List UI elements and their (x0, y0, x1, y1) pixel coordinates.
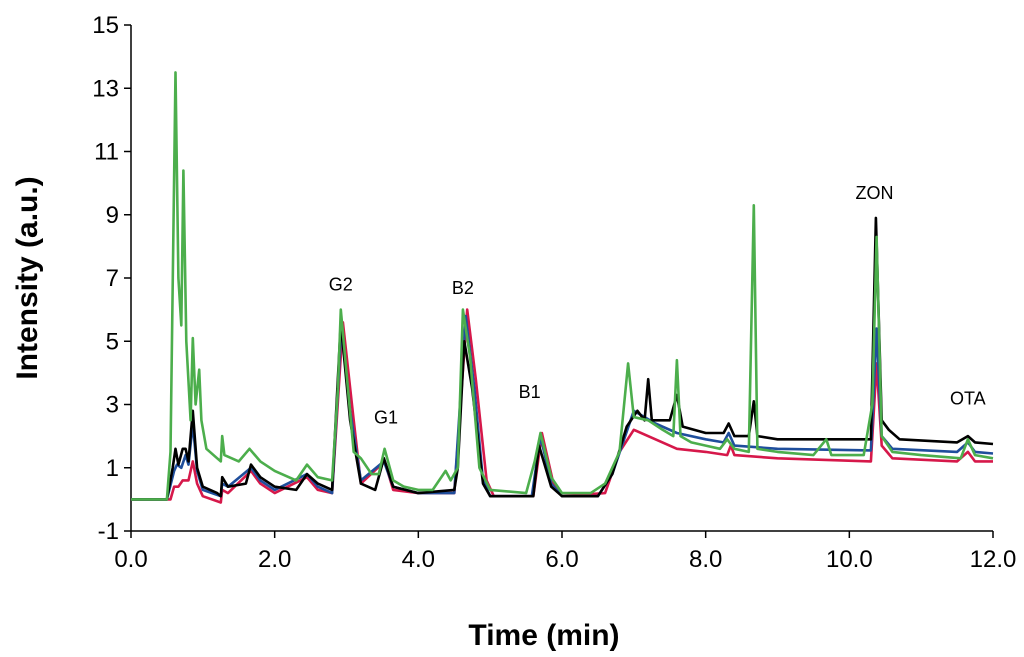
x-axis: 0.0 2.0 4.0 6.0 8.0 10.0 12.0 (114, 530, 1017, 573)
x-axis-title: Time (min) (468, 619, 619, 652)
peak-label: B2 (452, 278, 474, 298)
series-lines (131, 71, 994, 504)
y-tick-label: 13 (92, 75, 119, 102)
peak-label: G2 (329, 275, 353, 295)
peak-label: G1 (374, 407, 398, 427)
peak-label: B1 (519, 382, 541, 402)
series-line (131, 216, 994, 501)
y-tick-label: 1 (106, 455, 119, 482)
x-tick-label: 0.0 (114, 546, 147, 573)
peak-label: ZON (855, 183, 893, 203)
series-line (131, 314, 994, 501)
y-tick-label: -1 (98, 518, 119, 545)
peak-annotations: G2 G1 B2 B1 ZON OTA (329, 183, 986, 428)
series-line (131, 308, 993, 504)
peak-label: OTA (950, 389, 986, 409)
x-tick-label: 2.0 (258, 546, 291, 573)
y-tick-label: 15 (92, 12, 119, 39)
y-tick-label: 11 (94, 139, 119, 166)
y-tick-label: 5 (106, 328, 119, 355)
y-tick-label: 7 (106, 265, 119, 292)
series-line (131, 71, 994, 501)
y-axis-title: Intensity (a.u.) (11, 176, 44, 379)
y-tick-label: 9 (106, 202, 119, 229)
x-tick-label: 8.0 (689, 546, 722, 573)
x-tick-label: 10.0 (826, 546, 873, 573)
y-tick-label: 3 (106, 392, 119, 419)
x-tick-label: 6.0 (545, 546, 578, 573)
x-tick-label: 4.0 (402, 546, 435, 573)
x-tick-label: 12.0 (970, 546, 1017, 573)
